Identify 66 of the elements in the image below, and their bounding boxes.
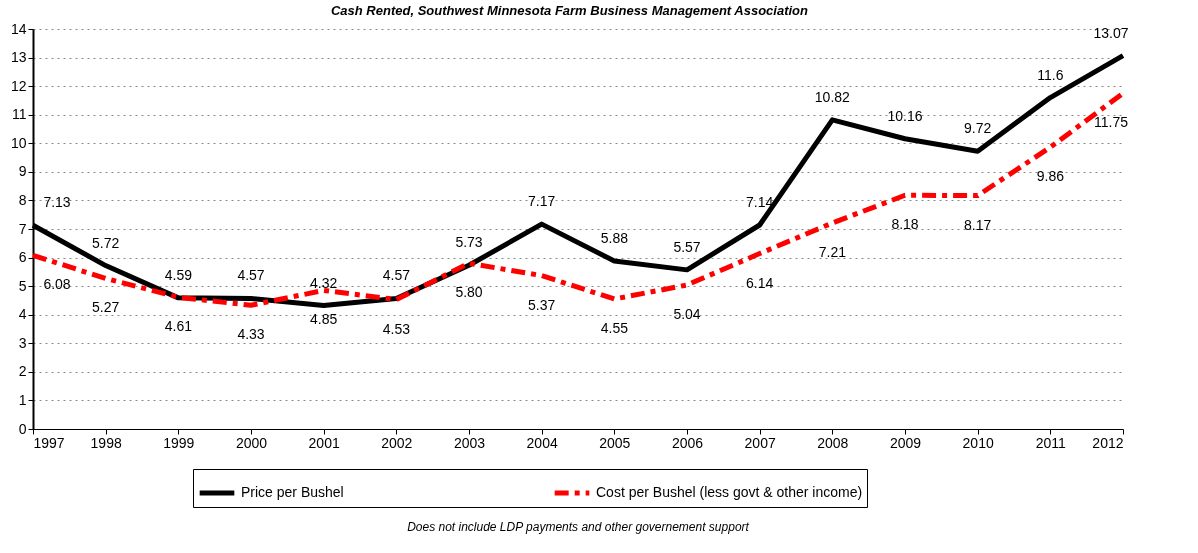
x-tick-label: 1998 (90, 434, 122, 451)
data-label: 4.57 (237, 267, 265, 284)
y-tick-label: 12 (10, 77, 27, 94)
data-label: 5.72 (92, 234, 120, 251)
data-label: 9.72 (964, 120, 992, 137)
data-label: 4.33 (237, 326, 265, 343)
data-label: 11.75 (1094, 114, 1129, 131)
data-label: 7.17 (528, 193, 556, 210)
y-tick-label: 14 (10, 20, 27, 37)
data-label: 8.17 (964, 216, 992, 233)
data-label: 10.16 (887, 107, 923, 124)
x-tick-label: 2010 (962, 434, 994, 451)
x-tick-label: 2005 (599, 434, 631, 451)
data-label: 5.88 (600, 230, 629, 246)
data-label: 7.21 (818, 244, 847, 260)
y-tick-label: 7 (18, 220, 27, 237)
x-tick-label: 2006 (671, 434, 704, 451)
data-label: 5.73 (455, 234, 483, 251)
x-tick-label: 2009 (889, 434, 922, 451)
x-tick-label: 2003 (453, 434, 486, 451)
data-label: 13.07 (1093, 24, 1129, 41)
data-label: 4.61 (164, 318, 193, 335)
data-label: 5.57 (673, 238, 701, 255)
data-label: 4.53 (382, 320, 411, 337)
y-tick-label: 0 (18, 420, 27, 437)
y-tick-label: 3 (18, 334, 27, 351)
x-tick-label: 2001 (308, 434, 340, 451)
data-label: 4.55 (600, 320, 629, 336)
x-tick-label: 1997 (33, 434, 65, 451)
x-tick-label: 2012 (1092, 434, 1124, 451)
x-tick-label: 2011 (1035, 434, 1067, 451)
data-label: 4.57 (382, 267, 411, 284)
data-label: 4.85 (310, 311, 338, 328)
y-tick-label: 2 (18, 363, 27, 380)
data-label: 5.27 (92, 299, 120, 316)
legend-label: Cost per Bushel (less govt & other income) (596, 484, 863, 500)
data-label: 5.37 (528, 296, 556, 313)
data-label: 4.32 (310, 274, 338, 291)
y-tick-label: 11 (11, 106, 27, 123)
chart-title: Cash Rented, Southwest Minnesota Farm Business Management Association (330, 3, 809, 18)
data-label: 6.08 (43, 276, 71, 293)
x-tick-label: 2008 (817, 434, 849, 451)
x-tick-label: 1999 (163, 434, 195, 451)
text: Does not include LDP payments and other governement support (407, 520, 750, 534)
data-label: 8.18 (891, 216, 919, 233)
y-tick-label: 4 (18, 306, 27, 323)
x-tick-label: 2002 (381, 434, 413, 451)
legend-label: Price per Bushel (241, 484, 344, 500)
y-tick-label: 5 (18, 277, 27, 294)
data-label: 5.80 (455, 284, 483, 301)
data-label: 5.04 (673, 306, 701, 322)
y-tick-label: 13 (10, 49, 27, 66)
x-tick-label: 2007 (744, 434, 776, 451)
data-label: 4.59 (164, 266, 193, 283)
y-tick-label: 8 (18, 191, 27, 208)
x-tick-label: 2000 (235, 434, 268, 451)
y-tick-label: 10 (10, 134, 27, 151)
data-label: 7.13 (43, 194, 71, 211)
y-tick-label: 9 (18, 163, 27, 180)
y-tick-label: 6 (18, 249, 27, 266)
data-label: 6.14 (746, 274, 774, 291)
data-label: 9.86 (1036, 168, 1065, 185)
data-label: 11.6 (1037, 66, 1064, 83)
x-tick-label: 2004 (526, 434, 558, 451)
y-tick-label: 1 (18, 391, 27, 408)
data-label: 10.82 (814, 88, 851, 105)
